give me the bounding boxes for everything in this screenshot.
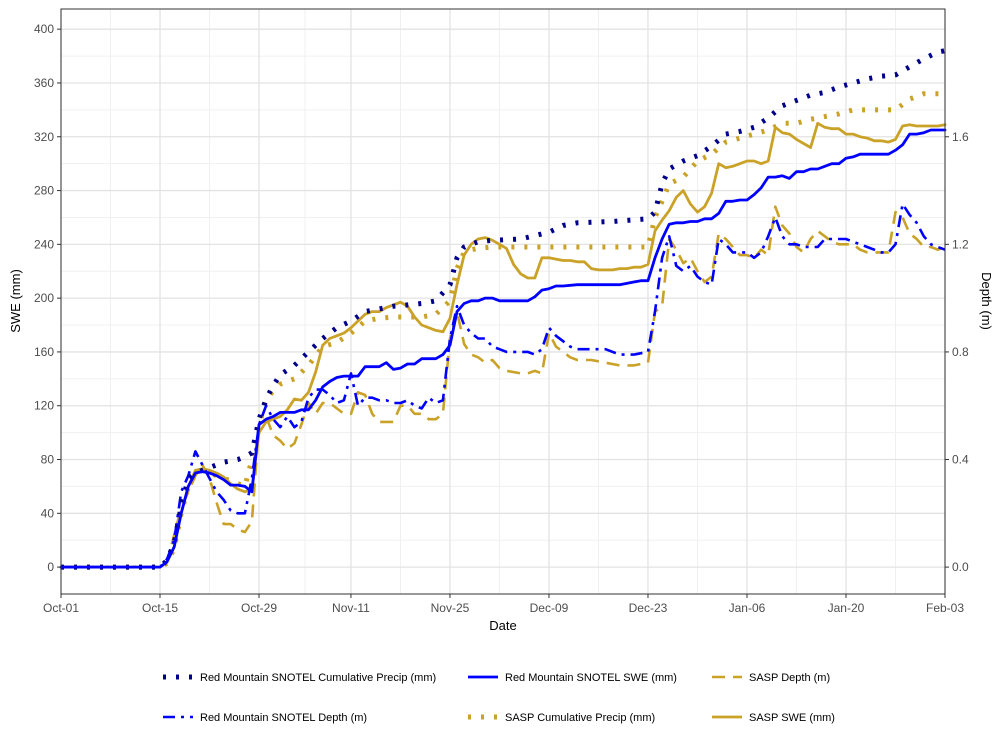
x-tick-label: Dec-23: [629, 601, 668, 615]
y-tick-label: 400: [34, 22, 54, 36]
x-tick-label: Oct-15: [142, 601, 178, 615]
x-tick-label: Feb-03: [926, 601, 964, 615]
legend-label-2: SASP Depth (m): [749, 672, 830, 684]
x-tick-label: Jan-06: [729, 601, 766, 615]
series-line-0: [61, 48, 946, 570]
series-line-2: [61, 205, 946, 569]
y-axis-label: SWE (mm): [8, 269, 23, 333]
y-tick-label: 200: [34, 291, 54, 305]
x-tick-label: Nov-11: [332, 601, 370, 615]
x-axis-label: Date: [489, 618, 516, 633]
y-tick-label: 120: [34, 399, 54, 413]
y2-tick-label: 0.4: [952, 453, 969, 467]
y-tick-label: 160: [34, 345, 54, 359]
legend-label-4: SASP Cumulative Precip (mm): [505, 712, 655, 724]
x-tick-label: Oct-01: [43, 601, 79, 615]
legend-label-1: Red Mountain SNOTEL SWE (mm): [505, 672, 677, 684]
y-tick-label: 80: [41, 453, 55, 467]
y-tick-label: 360: [34, 76, 54, 90]
legend-label-3: Red Mountain SNOTEL Depth (m): [200, 712, 367, 724]
y-tick-label: 40: [41, 506, 55, 520]
legend-label-5: SASP SWE (mm): [749, 712, 835, 724]
y-tick-label: 320: [34, 130, 54, 144]
y-tick-label: 0: [47, 560, 54, 574]
x-tick-label: Nov-25: [431, 601, 470, 615]
y2-tick-label: 1.6: [952, 130, 969, 144]
series-layer: [59, 48, 947, 570]
series-line-3: [61, 202, 946, 569]
series-line-1: [59, 128, 947, 569]
y2-tick-label: 0.0: [952, 560, 969, 574]
legend: Red Mountain SNOTEL Cumulative Precip (m…: [163, 672, 835, 724]
x-tick-label: Jan-20: [828, 601, 865, 615]
axes: Oct-01 Oct-15 Oct-29 Nov-11 Nov-25 Dec-09 Dec-…: [34, 22, 969, 615]
legend-label-0: Red Mountain SNOTEL Cumulative Precip (m…: [200, 672, 436, 684]
y-tick-label: 280: [34, 184, 54, 198]
y2-tick-label: 1.2: [952, 237, 969, 251]
x-tick-label: Dec-09: [530, 601, 569, 615]
y2-tick-label: 0.8: [952, 345, 969, 359]
plot-border: [60, 8, 946, 595]
y2-axis-label: Depth (m): [979, 272, 994, 330]
y-tick-label: 240: [34, 237, 54, 251]
x-tick-label: Oct-29: [241, 601, 277, 615]
